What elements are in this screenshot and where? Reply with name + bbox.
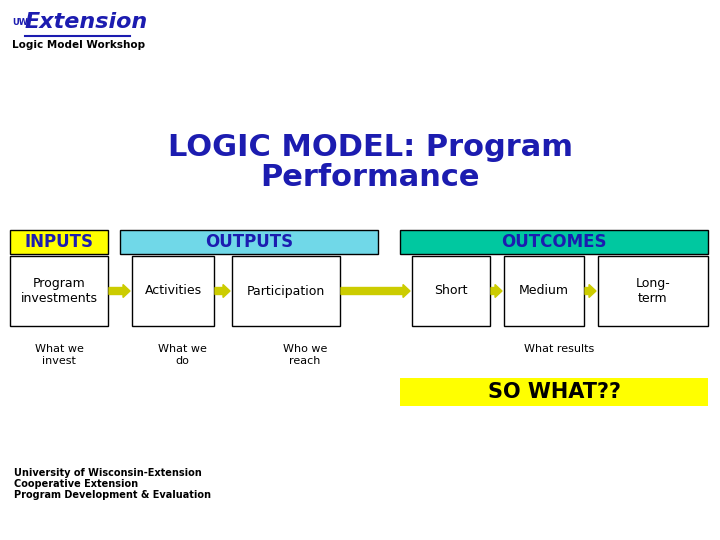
Text: Extension: Extension — [25, 12, 148, 32]
FancyBboxPatch shape — [504, 256, 584, 326]
Text: What we
invest: What we invest — [35, 344, 84, 366]
Text: Performance: Performance — [260, 164, 480, 192]
FancyBboxPatch shape — [120, 230, 378, 254]
Text: UW: UW — [12, 18, 28, 27]
FancyBboxPatch shape — [412, 256, 490, 326]
FancyArrow shape — [215, 285, 230, 298]
Text: University of Wisconsin-Extension: University of Wisconsin-Extension — [14, 468, 202, 478]
Text: LOGIC MODEL: Program: LOGIC MODEL: Program — [168, 133, 572, 163]
Text: Who we
reach: Who we reach — [283, 344, 327, 366]
FancyBboxPatch shape — [10, 230, 108, 254]
Text: INPUTS: INPUTS — [24, 233, 94, 251]
Text: Long-
term: Long- term — [636, 277, 670, 305]
FancyArrow shape — [341, 285, 410, 298]
Text: OUTCOMES: OUTCOMES — [501, 233, 607, 251]
FancyArrow shape — [109, 285, 130, 298]
FancyBboxPatch shape — [400, 378, 708, 406]
Text: Program Development & Evaluation: Program Development & Evaluation — [14, 490, 211, 500]
Text: Participation: Participation — [247, 285, 325, 298]
Text: OUTPUTS: OUTPUTS — [205, 233, 293, 251]
FancyBboxPatch shape — [598, 256, 708, 326]
Text: Program
investments: Program investments — [20, 277, 97, 305]
Text: Activities: Activities — [145, 285, 202, 298]
FancyBboxPatch shape — [400, 230, 708, 254]
FancyArrow shape — [491, 285, 502, 298]
Text: What results: What results — [524, 344, 594, 354]
FancyBboxPatch shape — [10, 256, 108, 326]
Text: What we
do: What we do — [158, 344, 207, 366]
FancyBboxPatch shape — [232, 256, 340, 326]
FancyBboxPatch shape — [132, 256, 214, 326]
FancyArrow shape — [585, 285, 596, 298]
Text: Cooperative Extension: Cooperative Extension — [14, 479, 138, 489]
Text: SO WHAT??: SO WHAT?? — [487, 382, 621, 402]
Text: Medium: Medium — [519, 285, 569, 298]
Text: Short: Short — [434, 285, 468, 298]
Text: Logic Model Workshop: Logic Model Workshop — [12, 40, 145, 50]
